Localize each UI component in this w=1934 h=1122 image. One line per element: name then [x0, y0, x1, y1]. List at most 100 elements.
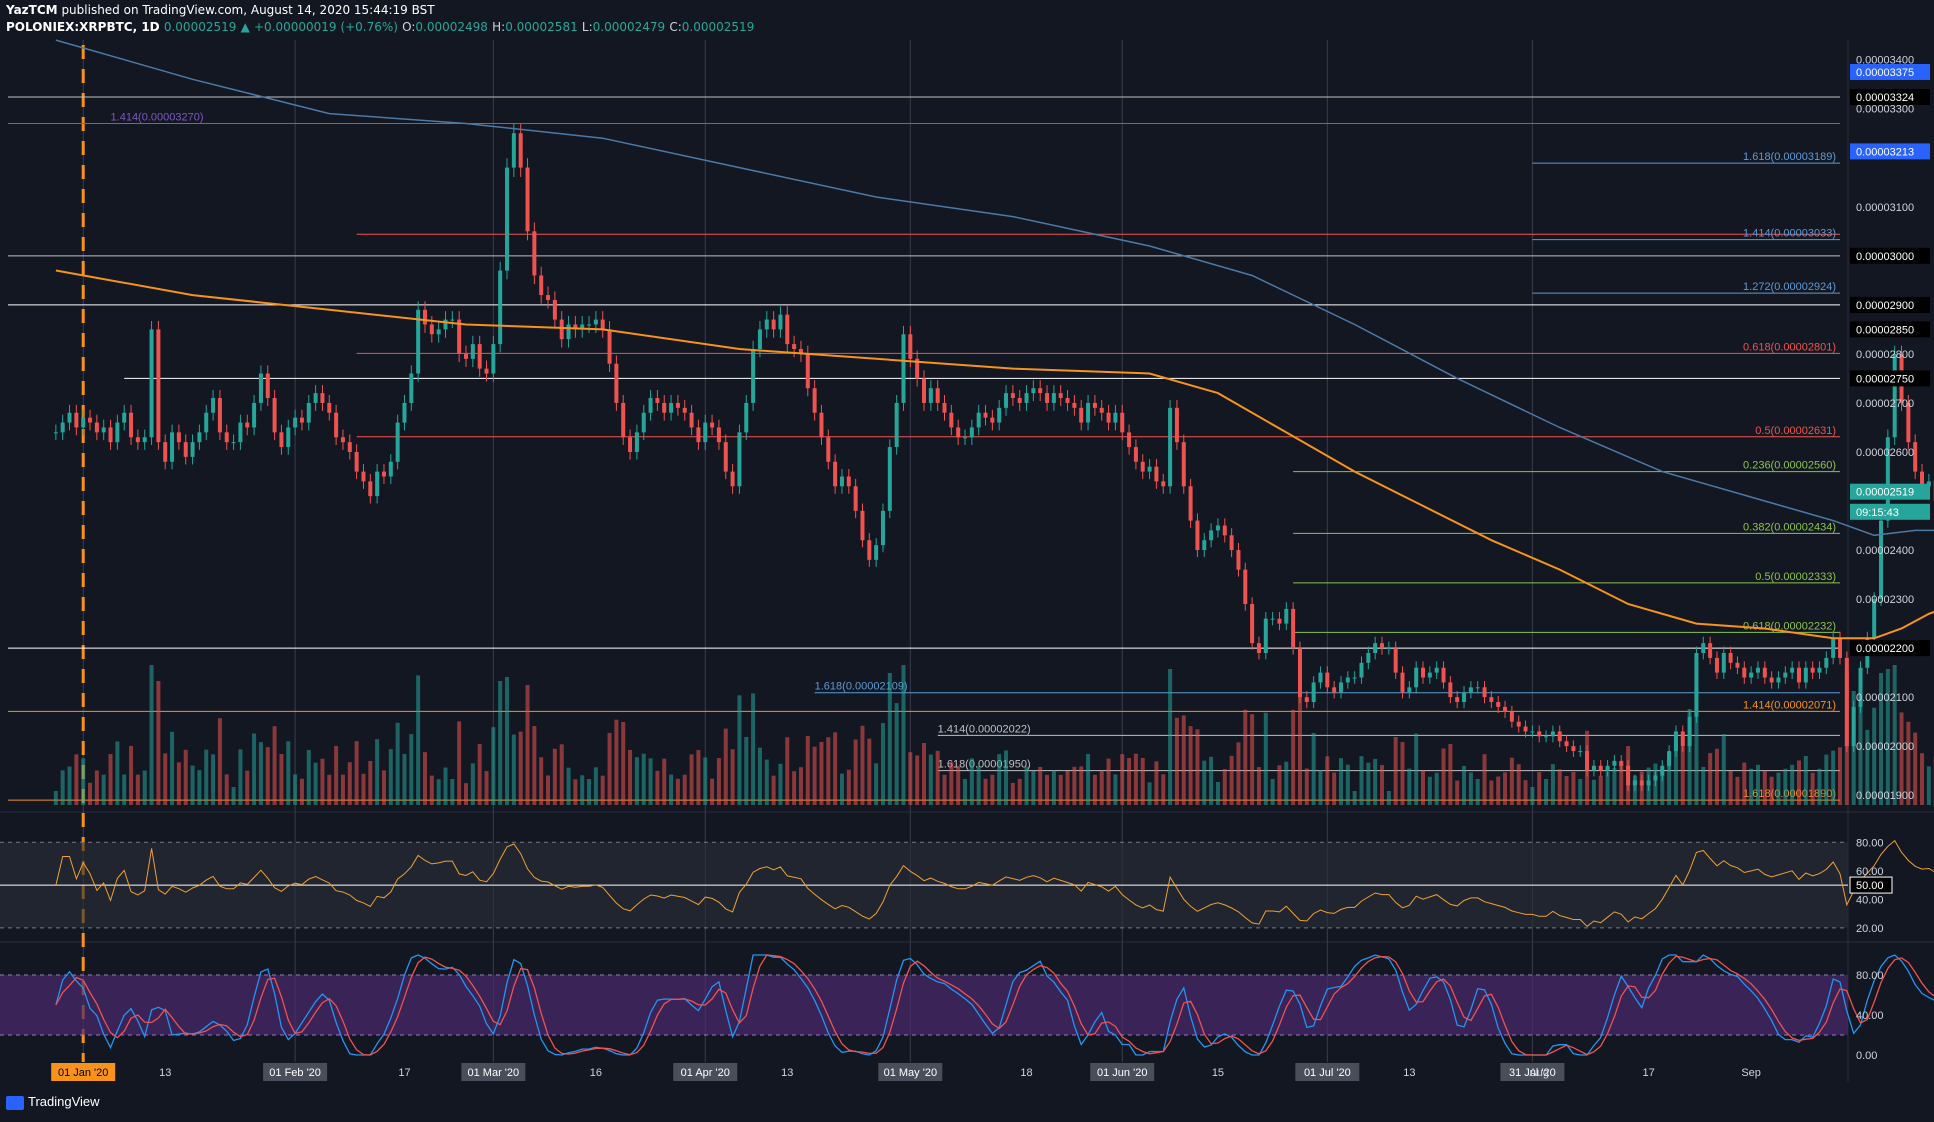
volume-bar: [751, 693, 756, 805]
candle-body: [293, 417, 298, 428]
volume-bar: [874, 763, 879, 805]
price-tick-label: 0.00002600: [1856, 447, 1914, 459]
candle-body: [1838, 638, 1842, 658]
volume-bar: [764, 759, 769, 805]
time-badge[interactable]: [51, 1063, 116, 1081]
volume-bar: [559, 744, 564, 805]
candle-body: [853, 486, 858, 511]
volume-bar: [484, 771, 489, 805]
volume-bar: [1482, 754, 1487, 805]
candle-body: [833, 461, 838, 487]
price-badge[interactable]: [1850, 143, 1930, 160]
price-badge[interactable]: [1850, 247, 1930, 264]
up-arrow-icon: ▲: [240, 20, 250, 34]
time-badge[interactable]: [1090, 1063, 1155, 1081]
price-tick-label: 0.00003100: [1856, 202, 1914, 214]
volume-bar: [641, 753, 646, 805]
volume-bar: [1270, 779, 1275, 805]
candle-body: [819, 412, 824, 438]
volume-bar: [1448, 744, 1453, 805]
candle-body: [860, 510, 865, 541]
volume-bar: [1687, 709, 1692, 805]
candle-body: [757, 329, 762, 349]
volume-bar: [1920, 753, 1925, 805]
volume-bar: [1352, 791, 1357, 805]
volume-bar: [1243, 709, 1248, 805]
candle-body: [422, 309, 427, 325]
price-badge[interactable]: [1850, 503, 1930, 520]
candle-body: [1010, 393, 1015, 399]
candle-body: [764, 319, 769, 330]
rsi-badge-label: 50.00: [1856, 880, 1884, 892]
volume-bar: [320, 758, 325, 805]
candle-body: [539, 275, 544, 296]
price-badge[interactable]: [1850, 63, 1930, 80]
time-badge[interactable]: [263, 1063, 328, 1081]
price-badge[interactable]: [1850, 321, 1930, 338]
volume-bar: [846, 769, 851, 805]
volume-bar: [1571, 772, 1576, 805]
time-badge[interactable]: [673, 1063, 738, 1081]
low-label: L:: [581, 20, 593, 34]
candle-body: [716, 427, 721, 443]
candle-body: [662, 402, 667, 413]
candle-body: [1427, 672, 1432, 678]
volume-bar: [464, 783, 468, 805]
volume-bar: [942, 774, 947, 805]
price-badge-label: 09:15:43: [1856, 507, 1899, 519]
symbol-name[interactable]: POLONIEX:XRPBTC, 1D: [6, 20, 160, 34]
time-badge[interactable]: [878, 1063, 943, 1081]
time-badge[interactable]: [1295, 1063, 1360, 1081]
candle-body: [1680, 731, 1685, 747]
time-badge[interactable]: [461, 1063, 526, 1081]
candle-body: [942, 402, 947, 413]
candle-body: [416, 309, 421, 374]
candle-body: [963, 437, 968, 439]
volume-bar: [1810, 772, 1815, 805]
candle-body: [457, 319, 462, 354]
publisher-name[interactable]: YazTCM: [6, 3, 58, 17]
price-badge[interactable]: [1850, 296, 1930, 313]
volume-bar: [265, 747, 270, 805]
volume-bar: [1790, 764, 1795, 805]
price-badge[interactable]: [1850, 640, 1930, 657]
price-badge[interactable]: [1850, 88, 1930, 105]
volume-bar: [1714, 748, 1719, 805]
candle-body: [1236, 550, 1241, 570]
volume-bar: [1612, 767, 1617, 805]
volume-bar: [1058, 774, 1063, 805]
candle-body: [1004, 393, 1009, 408]
volume-bar: [621, 721, 626, 805]
volume-bar: [785, 737, 790, 805]
volume-bar: [81, 758, 86, 805]
volume-bar: [245, 770, 250, 805]
candle-body: [1721, 653, 1726, 673]
volume-bar: [1441, 748, 1446, 805]
candle-body: [211, 398, 216, 413]
volume-bar: [1892, 665, 1897, 805]
price-badge[interactable]: [1850, 483, 1930, 500]
candle-body: [1831, 638, 1836, 658]
rsi-badge[interactable]: [1849, 876, 1893, 894]
candle-body: [217, 398, 222, 433]
low-value: 0.00002479: [592, 20, 666, 34]
volume-bar: [1065, 770, 1070, 805]
price-badge[interactable]: [1850, 370, 1930, 387]
time-badge[interactable]: [1500, 1063, 1565, 1081]
candle-body: [648, 398, 653, 413]
candle-body: [1550, 731, 1555, 737]
tradingview-logo[interactable]: TradingView: [6, 1094, 100, 1110]
volume-bar: [1202, 760, 1207, 805]
price-badge-label: 0.00002900: [1856, 300, 1914, 312]
volume-bar: [1496, 776, 1501, 805]
volume-bar: [1181, 715, 1186, 805]
volume-bar: [1045, 774, 1050, 805]
volume-bar: [949, 762, 954, 805]
level-label: 0.618(0.00002232): [1743, 620, 1836, 632]
candle-body: [361, 471, 366, 482]
volume-bar: [1215, 781, 1220, 805]
candle-body: [238, 422, 243, 443]
candle-body: [546, 295, 551, 300]
open-label: O:: [402, 20, 416, 34]
